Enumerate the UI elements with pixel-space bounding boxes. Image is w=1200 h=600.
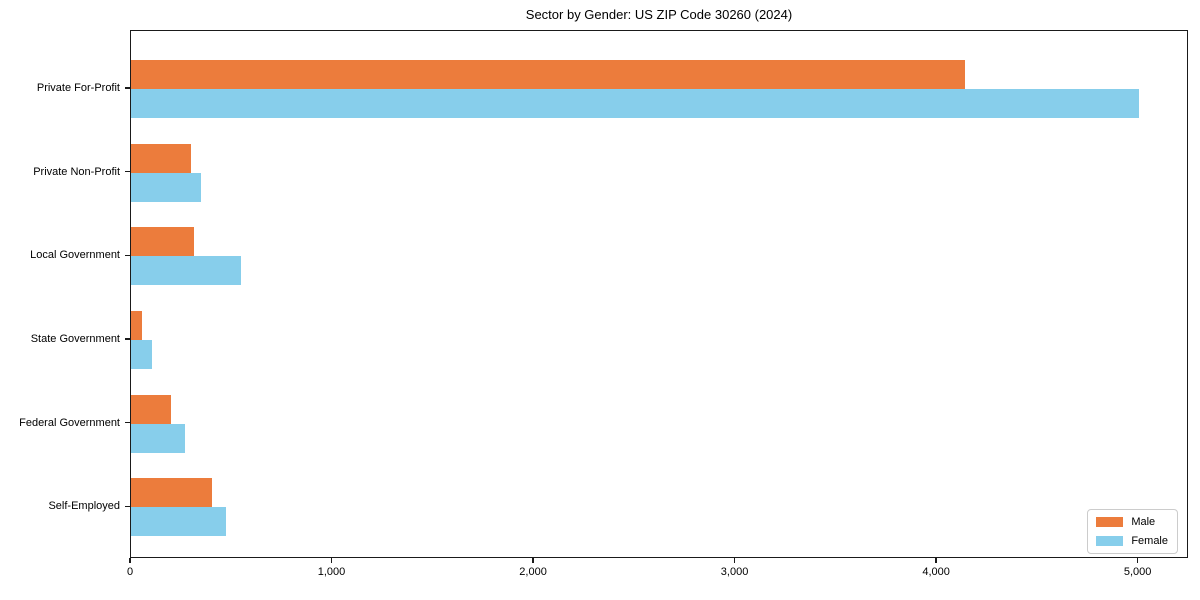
x-tick-label: 2,000 [519,566,547,578]
y-tick-mark [125,170,130,173]
y-tick-label: Private For-Profit [36,82,120,94]
bar-male-private-non-profit [131,143,192,173]
x-tick-label: 5,000 [1123,566,1152,578]
bar-female-federal-government [131,423,186,453]
bar-female-local-government [131,256,241,286]
y-tick-label: Federal Government [19,416,120,429]
x-tick-label: 0 [126,566,134,578]
bar-female-private-non-profit [131,172,201,202]
x-tick-mark [1136,558,1139,563]
legend: Male Female [1087,509,1178,554]
bar-male-self-employed [131,478,212,508]
bar-female-state-government [131,339,153,369]
y-tick-label: Self-Employed [48,500,120,513]
bar-male-state-government [131,310,143,340]
legend-label: Female [1131,535,1168,547]
y-tick-mark [125,338,130,340]
legend-label: Male [1131,516,1156,528]
y-tick-label: State Government [30,332,120,345]
plot-area: Male Female [130,30,1188,558]
x-tick-mark [935,558,937,563]
y-tick-mark [125,421,130,424]
bar-female-private-for-profit [131,89,1139,118]
y-tick-mark [125,254,130,257]
bar-male-local-government [131,227,195,257]
y-tick-label: Private Non-Profit [33,165,120,178]
x-tick-mark [129,558,131,563]
x-tick-label: 4,000 [922,566,950,578]
legend-item-male: Male [1096,516,1168,528]
x-tick-label: 3,000 [720,566,749,578]
chart-title: Sector by Gender: US ZIP Code 30260 (202… [525,7,793,22]
legend-item-female: Female [1096,535,1168,547]
x-tick-mark [532,558,534,563]
bar-male-private-for-profit [131,60,966,89]
legend-swatch-female [1096,536,1124,546]
y-tick-mark [125,87,130,89]
y-tick-label: Local Government [30,249,120,262]
y-tick-mark [125,505,130,508]
legend-swatch-male [1096,517,1124,527]
x-tick-label: 1,000 [317,566,346,578]
bar-female-self-employed [131,507,226,537]
x-tick-mark [330,558,333,563]
x-tick-mark [733,558,736,563]
bar-male-federal-government [131,394,172,424]
